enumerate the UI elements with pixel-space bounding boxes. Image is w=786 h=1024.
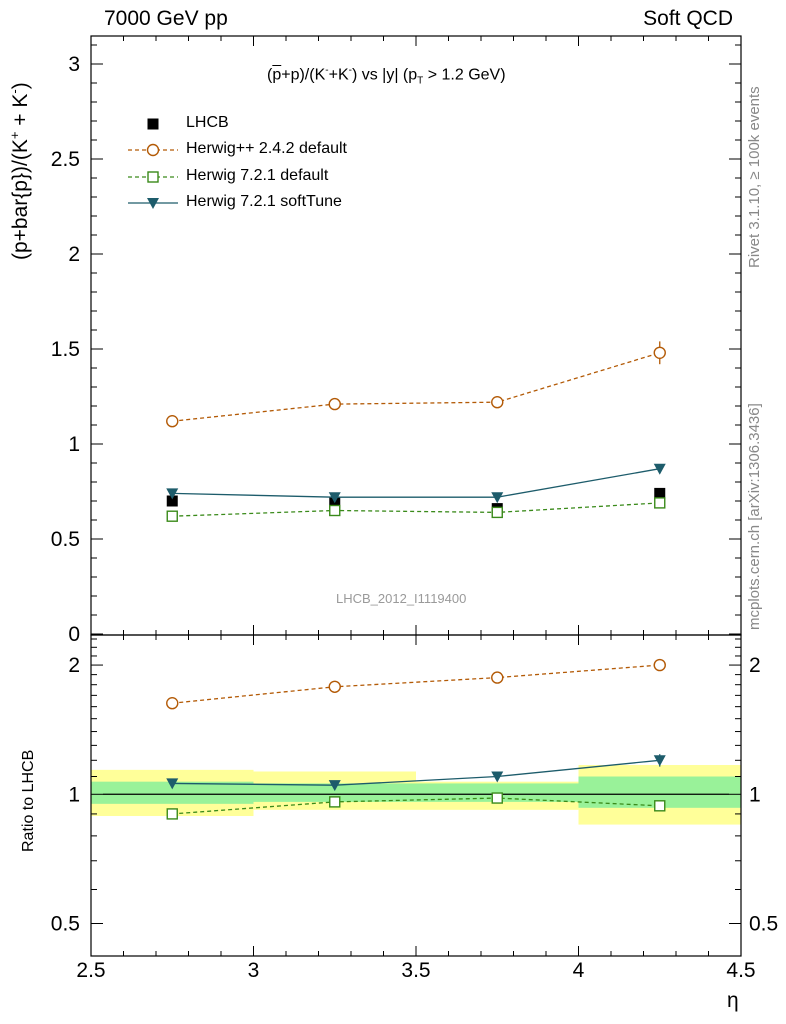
y-tick-label: 3 (68, 53, 80, 76)
ratio-y-tick-label: 1 (68, 783, 80, 806)
series-line (172, 502, 660, 517)
legend-label-herwig-default: Herwig 7.2.1 default (186, 167, 329, 184)
data-point (491, 492, 504, 504)
data-point (653, 346, 666, 359)
rivet-version-label: Rivet 3.1.10, ≥ 100k events (746, 86, 763, 268)
ratio-data-point (166, 778, 179, 790)
y-tick-label: 1 (68, 433, 80, 456)
x-tick-label: 3.5 (401, 959, 430, 982)
legend-marker (147, 198, 159, 209)
ratio-y-axis-label: Ratio to LHCB (20, 749, 37, 852)
y-tick-label: 0.5 (51, 528, 80, 551)
process-category-label: Soft QCD (643, 7, 733, 30)
collision-energy-label: 7000 GeV pp (104, 7, 228, 30)
ratio-series-line (172, 797, 660, 815)
mcplots-reference-label: mcplots.cern.ch [arXiv:1306.3436] (746, 403, 763, 630)
ratio-data-point (653, 755, 666, 767)
ratio-data-point (329, 796, 341, 808)
data-point (654, 487, 666, 499)
ratio-y-tick-label-right: 1 (749, 783, 761, 806)
data-point (491, 506, 503, 519)
ratio-series-line (172, 759, 660, 786)
data-point (654, 497, 666, 509)
legend-marker (147, 118, 159, 130)
ratio-data-point (491, 671, 504, 684)
x-tick-label: 2.5 (76, 959, 105, 982)
ratio-data-point (491, 792, 503, 804)
ratio-data-point (491, 771, 504, 783)
y-tick-label: 1.5 (51, 338, 80, 361)
y-tick-label: 0 (68, 623, 80, 646)
analysis-id-label: LHCB_2012_I1119400 (336, 591, 467, 606)
legend-label-lhcb: LHCB (186, 114, 229, 131)
ratio-data-point (328, 780, 341, 792)
uncertainty-band-inner (91, 781, 254, 804)
legend-label-herwigpp: Herwig++ 2.4.2 default (186, 140, 347, 157)
ratio-y-tick-label-right: 0.5 (749, 912, 778, 935)
series-line (172, 352, 660, 422)
uncertainty-band-inner (253, 783, 416, 802)
series-line (172, 468, 660, 498)
ratio-data-point (166, 696, 179, 710)
y-tick-label: 2 (68, 243, 80, 266)
data-point (328, 492, 341, 504)
legend-marker (146, 143, 160, 157)
legend-marker (147, 171, 159, 183)
data-point (166, 488, 179, 500)
plot-title: (p+p)/(K-+K-) vs |y| (pT > 1.2 GeV) (267, 65, 506, 87)
data-point (491, 396, 504, 409)
ratio-y-tick-label: 2 (68, 654, 80, 677)
ratio-series-line (172, 664, 660, 704)
ratio-y-tick-label-right: 2 (749, 654, 761, 677)
main-y-axis-label: (p+bar{p})/(K+ + K-) (7, 82, 32, 260)
y-tick-label: 2.5 (51, 148, 80, 171)
data-point (166, 495, 178, 507)
data-point (328, 397, 341, 411)
ratio-data-point (328, 680, 341, 693)
legend-label-herwig-softtune: Herwig 7.2.1 softTune (186, 193, 342, 210)
x-axis-label: η (727, 989, 739, 1012)
data-point (166, 510, 178, 522)
ratio-y-tick-label: 0.5 (51, 912, 80, 935)
x-tick-label: 3 (248, 959, 260, 982)
ratio-data-point (653, 658, 666, 672)
data-point (166, 415, 179, 428)
data-point (653, 463, 666, 475)
x-tick-label: 4 (573, 959, 585, 982)
ratio-data-point (654, 800, 666, 812)
ratio-data-point (166, 808, 178, 820)
x-tick-label: 4.5 (726, 959, 755, 982)
data-point (329, 504, 341, 517)
